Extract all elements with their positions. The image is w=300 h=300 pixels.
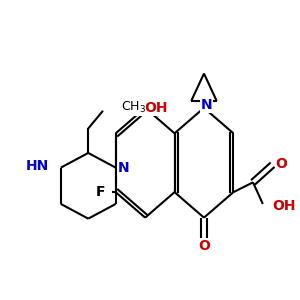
Text: CH$_3$: CH$_3$	[121, 100, 146, 116]
Text: N: N	[201, 98, 213, 112]
Text: O: O	[275, 157, 287, 171]
Text: HN: HN	[26, 159, 49, 173]
Text: O: O	[198, 239, 210, 253]
Text: N: N	[118, 161, 129, 175]
Text: OH: OH	[273, 199, 296, 213]
Text: F: F	[95, 185, 105, 199]
Text: OH: OH	[144, 101, 168, 115]
